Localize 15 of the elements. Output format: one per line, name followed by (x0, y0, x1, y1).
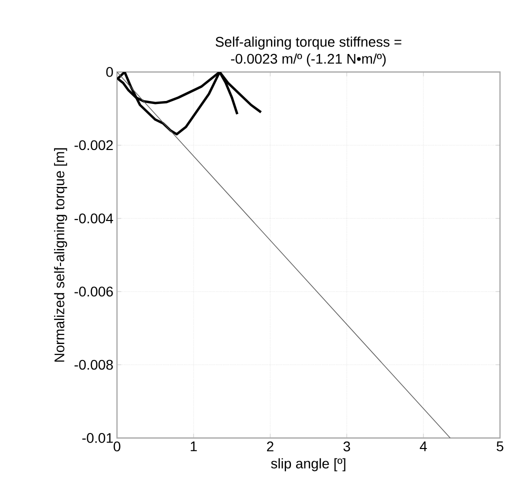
y-tick-label: -0.002 (74, 140, 113, 150)
x-tick-label: 4 (420, 442, 427, 452)
y-tick-label: -0.008 (74, 360, 113, 370)
chart-title: Self-aligning torque stiffness = -0.0023 m/º (-1.21 N•m/º) (216, 36, 402, 66)
x-tick-label: 2 (267, 442, 274, 452)
y-tick-label: -0.01 (82, 433, 113, 443)
x-axis-title: slip angle [º] (271, 458, 346, 472)
y-tick-label: -0.004 (74, 213, 114, 224)
x-tick-label: 1 (190, 442, 197, 452)
y-tick-label: 0 (106, 67, 113, 77)
x-tick-label: 3 (343, 442, 350, 452)
y-axis-title: Normalized self-aligning torque [m] (54, 148, 68, 362)
y-tick-label: -0.006 (74, 286, 113, 297)
x-tick-label: 0 (114, 442, 120, 452)
x-tick-label: 5 (496, 442, 504, 452)
